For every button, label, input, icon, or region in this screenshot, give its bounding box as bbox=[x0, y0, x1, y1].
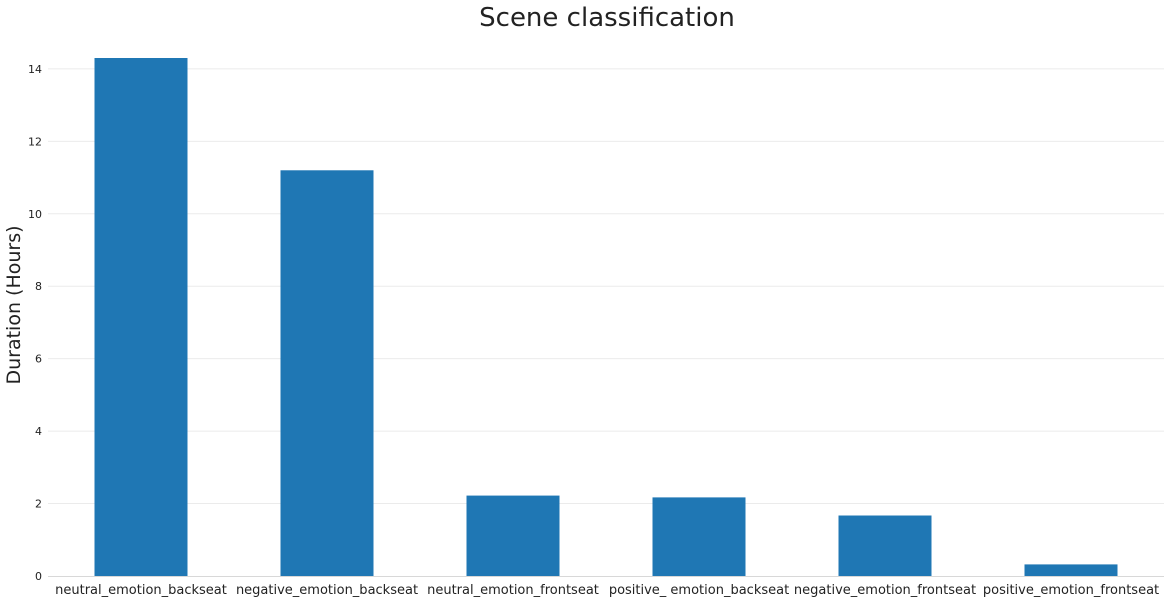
bar bbox=[838, 515, 932, 576]
y-tick-label: 4 bbox=[35, 425, 42, 438]
chart-title: Scene classification bbox=[479, 3, 735, 33]
y-tick-label: 14 bbox=[28, 63, 42, 76]
bar bbox=[466, 495, 560, 576]
y-tick-labels: 0 2 4 6 8 10 12 14 bbox=[28, 63, 42, 583]
gridlines bbox=[48, 68, 1164, 505]
x-tick-labels: neutral_emotion_backseat negative_emotion… bbox=[55, 583, 1159, 598]
x-tick-label: positive_emotion_frontseat bbox=[983, 583, 1159, 598]
x-tick-label: negative_emotion_backseat bbox=[236, 583, 418, 598]
y-tick-label: 6 bbox=[35, 353, 42, 366]
bar bbox=[652, 497, 746, 576]
x-tick-label: positive_ emotion_backseat bbox=[609, 583, 789, 598]
x-tick-label: neutral_emotion_backseat bbox=[55, 583, 227, 598]
x-tick-label: negative_emotion_frontseat bbox=[794, 583, 976, 598]
y-tick-label: 12 bbox=[28, 135, 42, 148]
y-tick-label: 0 bbox=[35, 570, 42, 583]
bar bbox=[94, 58, 188, 576]
x-tick-label: neutral_emotion_frontseat bbox=[427, 583, 599, 598]
y-tick-label: 10 bbox=[28, 208, 42, 221]
y-tick-label: 2 bbox=[35, 498, 42, 511]
bar bbox=[280, 170, 374, 576]
y-axis-label: Duration (Hours) bbox=[3, 225, 25, 384]
bar bbox=[1024, 564, 1118, 576]
y-tick-label: 8 bbox=[35, 280, 42, 293]
bars bbox=[94, 58, 1118, 576]
